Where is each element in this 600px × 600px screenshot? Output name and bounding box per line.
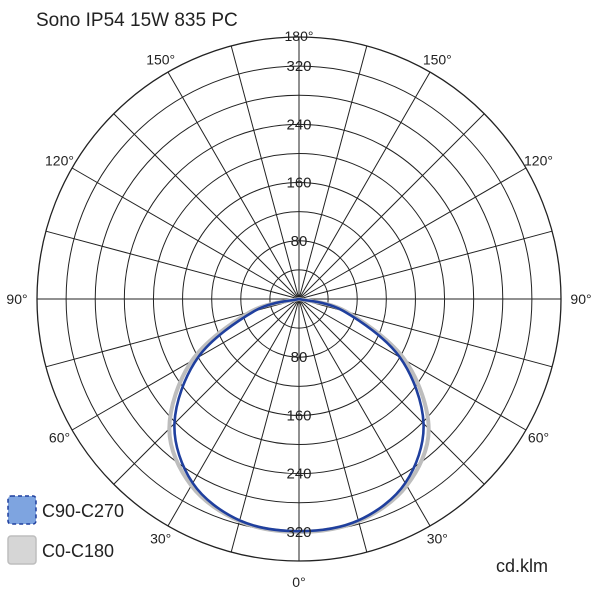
grid-spoke: [71, 167, 300, 300]
angle-label: 30°: [150, 531, 171, 547]
legend-label: C90-C270: [42, 501, 124, 521]
angle-label: 180°: [285, 28, 314, 44]
r-tick-label: 240: [286, 116, 311, 133]
angle-label: 0°: [292, 574, 305, 590]
grid-spoke: [298, 298, 368, 553]
grid-spoke: [298, 298, 431, 527]
angle-label: 150°: [423, 52, 452, 68]
r-tick-label: 320: [286, 524, 311, 541]
r-tick-label: 240: [286, 466, 311, 483]
tick-labels: 80 80 160 160 240 240 320 320 0° 30° 30° 60° 60° 90° 9…: [6, 28, 591, 590]
grid-spoke: [298, 71, 431, 300]
grid-spoke: [113, 113, 300, 300]
r-tick-label: 80: [291, 349, 308, 366]
grid-spoke: [298, 230, 553, 300]
series-curve-c90-c270: [173, 297, 425, 533]
grid-spoke: [298, 298, 485, 485]
r-tick-label: 160: [286, 175, 311, 192]
angle-label: 60°: [528, 429, 549, 445]
angle-label: 90°: [6, 291, 27, 307]
r-tick-label: 320: [286, 58, 311, 75]
r-tick-label: 160: [286, 407, 311, 424]
legend-label: C0-C180: [42, 541, 114, 561]
grid-spoke: [167, 71, 300, 300]
chart-title: Sono IP54 15W 835 PC: [36, 10, 238, 31]
angle-label: 30°: [427, 531, 448, 547]
angle-label: 90°: [570, 291, 591, 307]
unit-label: cd.klm: [496, 556, 548, 576]
series-curves: [167, 297, 431, 534]
grid-spoke: [230, 45, 300, 300]
grid-spoke: [298, 45, 368, 300]
angle-label: 120°: [524, 153, 553, 169]
angle-label: 120°: [45, 153, 74, 169]
grid-spoke: [298, 298, 527, 431]
grid-spoke: [167, 298, 300, 527]
grid-spoke: [113, 298, 300, 485]
r-tick-label: 80: [291, 233, 308, 250]
legend-swatch: [7, 535, 37, 565]
grid-spoke: [71, 298, 300, 431]
angle-label: 60°: [49, 429, 70, 445]
grid-spoke: [298, 113, 485, 300]
polar-grid: [36, 36, 562, 562]
angle-label: 150°: [146, 52, 175, 68]
grid-spoke: [298, 167, 527, 300]
grid-spoke: [45, 230, 300, 300]
grid-spoke: [230, 298, 300, 553]
legend-swatch: [7, 495, 37, 525]
legend: C90-C270 C0-C180: [7, 495, 124, 565]
